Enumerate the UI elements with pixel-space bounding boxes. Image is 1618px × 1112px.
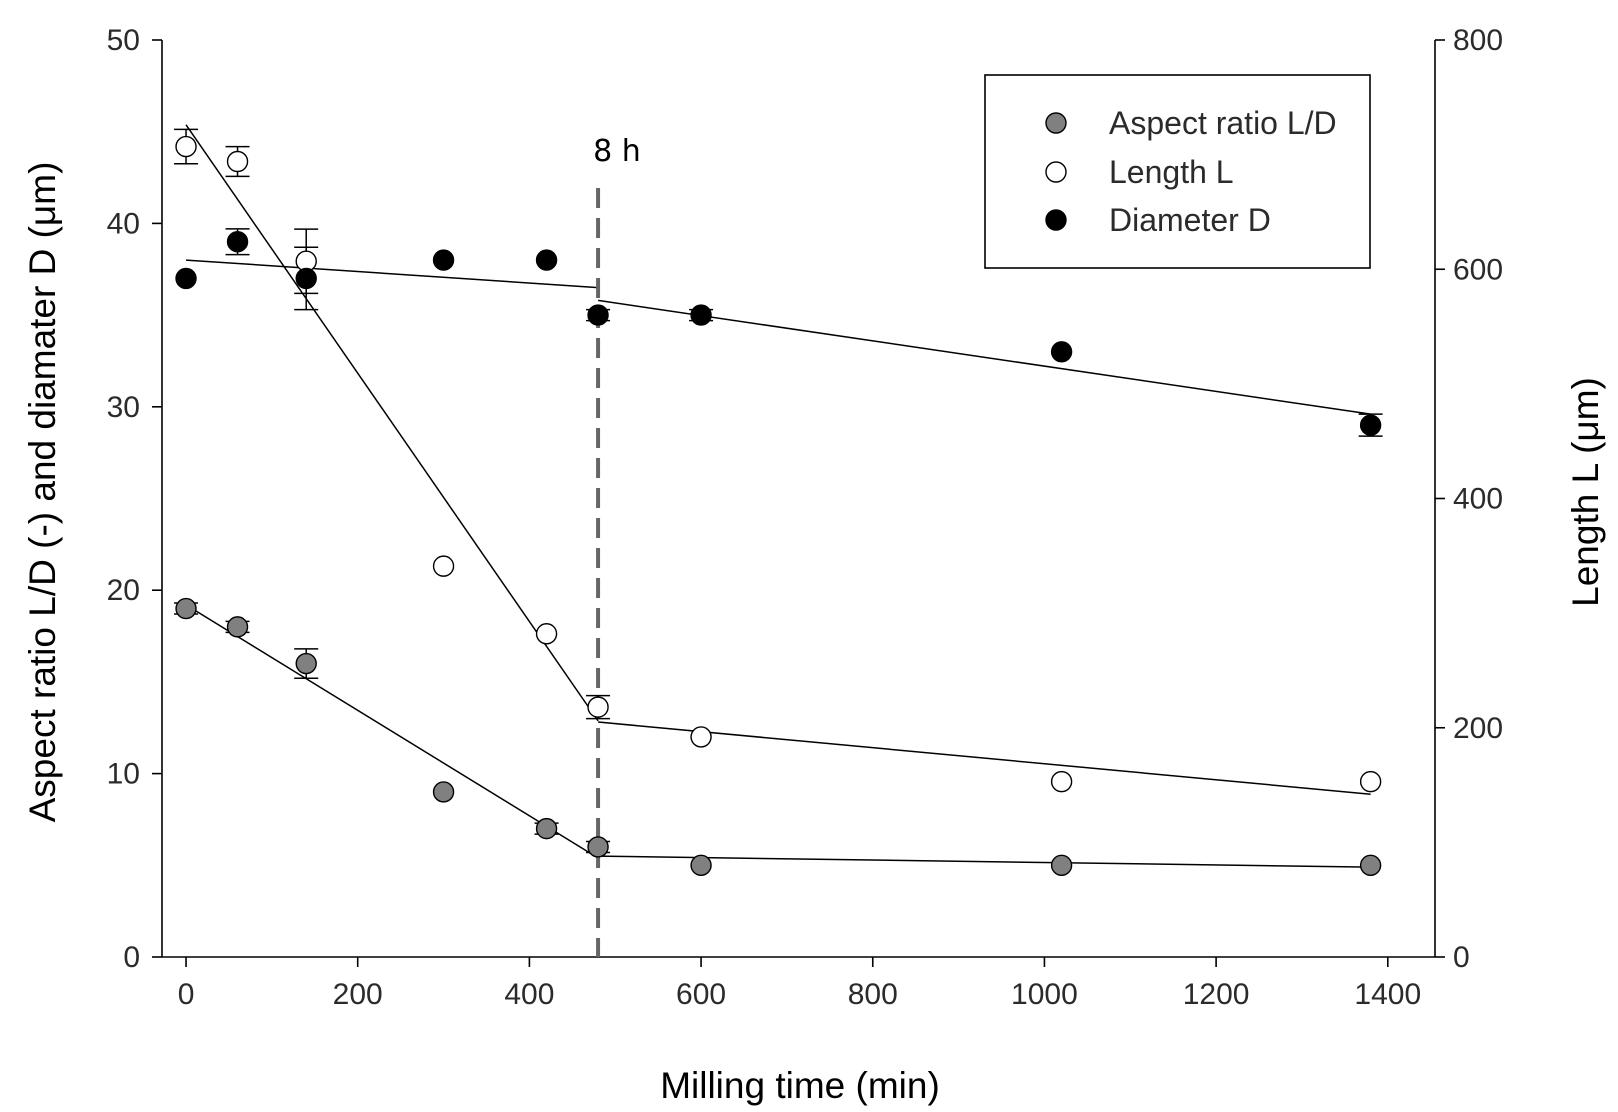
y-right-tick-label: 400 xyxy=(1453,483,1503,516)
axes xyxy=(152,39,1445,967)
fit-lines xyxy=(185,124,1371,868)
data-point-aspect-ratio xyxy=(1050,854,1073,876)
data-point-diameter xyxy=(432,249,455,271)
y-left-tick-label: 30 xyxy=(107,391,140,424)
legend-label-aspect-ratio: Aspect ratio L/D xyxy=(1109,105,1337,141)
y-left-tick-label: 50 xyxy=(107,24,140,57)
data-point-length xyxy=(690,726,712,748)
x-tick-label: 1400 xyxy=(1354,978,1421,1011)
y-left-tick-label: 10 xyxy=(107,758,140,791)
data-point-length xyxy=(1050,770,1073,793)
legend-marker-aspect-ratio xyxy=(1045,112,1067,134)
data-point-diameter xyxy=(226,231,249,253)
data-point-aspect-ratio xyxy=(690,854,712,876)
legend-label-diameter: Diameter D xyxy=(1109,202,1271,238)
fit-line-aspect-ratio xyxy=(185,604,599,859)
x-tick-label: 200 xyxy=(333,978,383,1011)
data-point-aspect-ratio xyxy=(587,836,609,858)
legend-marker-length xyxy=(1045,161,1067,183)
data-point-length xyxy=(226,150,249,173)
x-tick-label: 600 xyxy=(676,978,726,1011)
data-point-diameter xyxy=(587,304,609,326)
x-tick-label: 800 xyxy=(848,978,898,1011)
x-tick-label: 1000 xyxy=(1011,978,1078,1011)
data-point-diameter xyxy=(1359,414,1382,436)
y-right-axis-title: Length L (μm) xyxy=(1565,377,1606,607)
data-point-diameter xyxy=(175,267,197,290)
legend-label-length: Length L xyxy=(1109,154,1234,190)
data-point-length xyxy=(535,623,558,645)
data-point-diameter xyxy=(295,267,317,290)
x-tick-label: 1200 xyxy=(1183,978,1250,1011)
y-left-tick-label: 40 xyxy=(107,207,140,240)
data-point-diameter xyxy=(1050,341,1073,363)
data-point-aspect-ratio xyxy=(432,781,455,803)
fit-line-aspect-ratio xyxy=(598,855,1371,868)
fit-line-length xyxy=(597,721,1371,795)
data-point-length xyxy=(1359,770,1382,793)
eight-hour-label: 8 h xyxy=(593,134,641,169)
x-tick-label: 400 xyxy=(504,978,554,1011)
y-right-tick-label: 200 xyxy=(1453,712,1503,745)
fit-line-diameter xyxy=(185,259,599,289)
data-point-aspect-ratio xyxy=(175,597,197,620)
data-point-length xyxy=(587,696,609,718)
y-left-axis-title: Aspect ratio L/D (-) and diamater D (μm) xyxy=(22,162,63,823)
x-axis-title: Milling time (min) xyxy=(660,1065,940,1106)
data-points xyxy=(175,135,1382,876)
data-point-length xyxy=(432,555,455,577)
y-right-tick-label: 0 xyxy=(1453,941,1470,974)
data-point-diameter xyxy=(690,304,712,326)
data-point-aspect-ratio xyxy=(1359,854,1382,876)
fit-line-length xyxy=(185,124,599,722)
y-right-tick-label: 600 xyxy=(1453,253,1503,286)
y-right-tick-label: 800 xyxy=(1453,24,1503,57)
data-point-aspect-ratio xyxy=(295,652,317,675)
data-point-aspect-ratio xyxy=(535,817,558,840)
data-point-length xyxy=(175,135,197,158)
data-point-diameter xyxy=(535,249,558,271)
x-tick-label: 0 xyxy=(178,978,195,1011)
legend: Aspect ratio L/D Length L Diameter D xyxy=(984,74,1371,269)
fit-line-diameter xyxy=(597,299,1371,415)
tick-labels: 0 200 400 600 800 1000 1200 1400 0 10 20 30 40 50 0 200… xyxy=(107,24,1503,1011)
legend-marker-diameter xyxy=(1045,209,1067,231)
y-left-tick-label: 0 xyxy=(123,941,140,974)
y-left-tick-label: 20 xyxy=(107,574,140,607)
data-point-aspect-ratio xyxy=(226,616,249,638)
